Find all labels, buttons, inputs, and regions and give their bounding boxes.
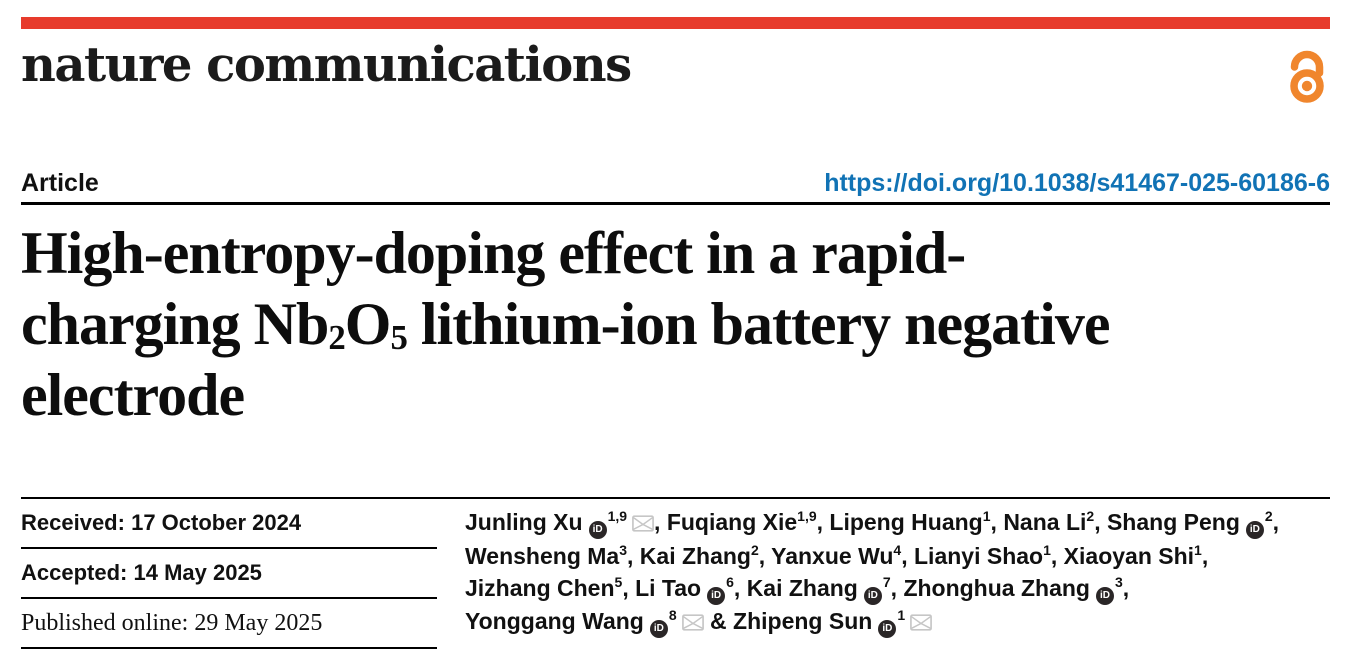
author-affiliation-superscript: 2	[1086, 508, 1095, 524]
author-separator: ,	[733, 575, 747, 601]
author-name: Fuqiang Xie	[666, 509, 798, 535]
email-icon[interactable]	[632, 508, 654, 540]
author-separator: ,	[1201, 543, 1209, 569]
published-label: Published online:	[21, 610, 189, 636]
author-name: Yonggang Wang	[465, 608, 644, 634]
author-name: Jizhang Chen	[465, 575, 615, 601]
orcid-icon[interactable]: iD	[863, 587, 882, 605]
author-separator: ,	[816, 509, 830, 535]
author-separator: &	[703, 608, 734, 634]
article-meta-row: Article https://doi.org/10.1038/s41467-0…	[21, 170, 1330, 205]
accepted-date: 14 May 2025	[133, 560, 262, 585]
title-line: electrode	[21, 360, 1330, 431]
meta-columns: Received: 17 October 2024 Accepted: 14 M…	[21, 497, 1330, 649]
masthead: nature communications	[21, 37, 1330, 103]
published-row: Published online: 29 May 2025	[21, 599, 437, 649]
author-affiliation-superscript: 4	[893, 542, 902, 558]
published-date: 29 May 2025	[194, 610, 323, 636]
received-label: Received:	[21, 510, 125, 535]
email-icon[interactable]	[910, 607, 933, 639]
title-text: lithium-ion battery negative	[406, 291, 1111, 357]
author-name: Yanxue Wu	[771, 543, 894, 569]
author-separator: ,	[622, 575, 636, 601]
article-history: Received: 17 October 2024 Accepted: 14 M…	[21, 499, 437, 649]
received-row: Received: 17 October 2024	[21, 499, 437, 549]
orcid-icon[interactable]: iD	[1095, 587, 1114, 605]
author-separator: ,	[1094, 509, 1107, 535]
author-affiliation-superscript: 1	[982, 508, 991, 524]
author-name: Kai Zhang	[639, 543, 751, 569]
author-name: Junling Xu	[465, 509, 583, 535]
title-line: High-entropy-doping effect in a rapid-	[21, 218, 1330, 289]
journal-logo: nature communications	[21, 37, 632, 93]
brand-bar	[21, 17, 1330, 29]
author-affiliation-superscript: 2	[1264, 508, 1273, 524]
author-affiliation-superscript: 8	[668, 607, 677, 623]
orcid-icon[interactable]: iD	[878, 620, 897, 638]
author-name: Zhonghua Zhang	[903, 575, 1090, 601]
article-type-label: Article	[21, 169, 99, 197]
author-list: Junling Xu iD1,9, Fuqiang Xie1,9, Lipeng …	[465, 499, 1330, 649]
title-subscript: 2	[328, 317, 345, 357]
author-name: Lianyi Shao	[914, 543, 1044, 569]
open-access-icon	[1289, 45, 1325, 103]
author-separator: ,	[990, 509, 1004, 535]
author-name: Kai Zhang	[746, 575, 858, 601]
author-affiliation-superscript: 2	[750, 542, 759, 558]
title-text: High-entropy-doping effect in a rapid-	[21, 220, 966, 286]
author-separator: ,	[1272, 509, 1280, 535]
author-affiliation-superscript: 1	[897, 607, 906, 623]
author-separator: ,	[654, 509, 667, 535]
author-affiliation-superscript: 5	[614, 574, 623, 590]
author-name: Nana Li	[1003, 509, 1087, 535]
title-text: charging Nb	[21, 291, 329, 357]
article-header-page: nature communications Article https://do…	[0, 17, 1358, 649]
orcid-icon[interactable]: iD	[588, 521, 607, 539]
email-icon[interactable]	[681, 607, 704, 639]
received-date: 17 October 2024	[131, 510, 302, 535]
author-affiliation-superscript: 7	[882, 574, 891, 590]
author-name: Shang Peng	[1106, 509, 1240, 535]
author-affiliation-superscript: 1	[1043, 542, 1051, 558]
article-title: High-entropy-doping effect in a rapid-ch…	[21, 218, 1330, 431]
author-affiliation-superscript: 6	[726, 574, 734, 590]
author-separator: ,	[890, 575, 904, 601]
author-affiliation-superscript: 3	[1114, 574, 1123, 590]
accepted-row: Accepted: 14 May 2025	[21, 549, 437, 599]
orcid-icon[interactable]: iD	[707, 587, 726, 605]
orcid-icon[interactable]: iD	[649, 620, 668, 638]
author-name: Xiaoyan Shi	[1063, 543, 1195, 569]
author-name: Lipeng Huang	[829, 509, 983, 535]
doi-link[interactable]: https://doi.org/10.1038/s41467-025-60186…	[824, 169, 1330, 197]
author-name: Wensheng Ma	[465, 543, 620, 569]
author-affiliation-superscript: 1	[1194, 542, 1202, 558]
title-line: charging Nb2O5 lithium-ion battery negat…	[21, 289, 1330, 360]
author-separator: ,	[1050, 543, 1064, 569]
author-name: Li Tao	[635, 575, 702, 601]
author-separator: ,	[627, 543, 640, 569]
author-separator: ,	[758, 543, 772, 569]
orcid-icon[interactable]: iD	[1245, 521, 1264, 539]
author-separator: ,	[901, 543, 914, 569]
author-name: Zhipeng Sun	[733, 608, 873, 634]
title-text: electrode	[21, 362, 245, 428]
title-subscript: 5	[390, 317, 407, 357]
title-text: O	[344, 291, 392, 357]
author-separator: ,	[1122, 575, 1130, 601]
author-affiliation-superscript: 1,9	[797, 508, 817, 524]
accepted-label: Accepted:	[21, 560, 128, 585]
author-affiliation-superscript: 3	[619, 542, 628, 558]
author-affiliation-superscript: 1,9	[607, 508, 628, 524]
